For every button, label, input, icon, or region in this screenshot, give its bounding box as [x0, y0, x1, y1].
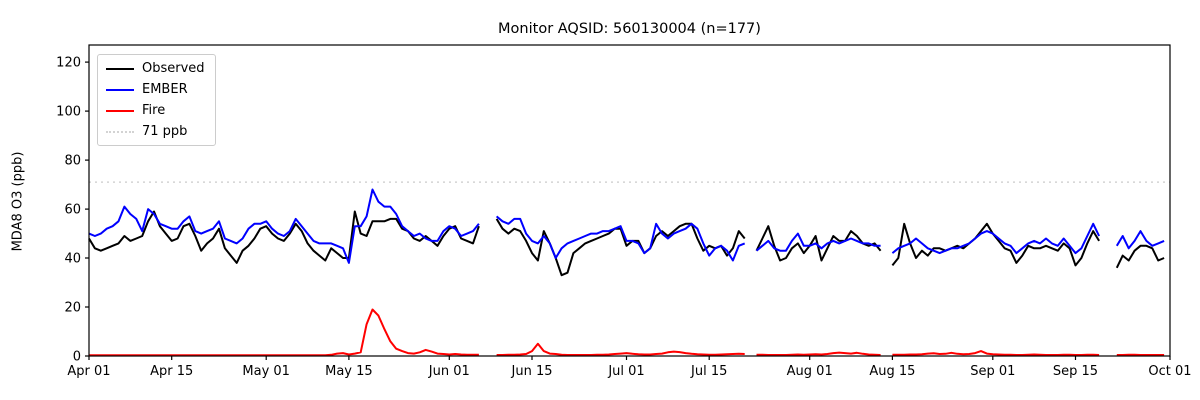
chart-title: Monitor AQSID: 560130004 (n=177) [498, 21, 761, 37]
x-tick-label: May 01 [242, 364, 290, 379]
x-tick-label: Jun 01 [428, 364, 470, 379]
legend-swatch-fire [106, 109, 134, 112]
plot-frame [88, 44, 1171, 357]
legend-label: EMBER [142, 82, 188, 97]
y-tick-label: 100 [56, 105, 81, 120]
series-fire-line [89, 308, 1165, 357]
x-tick-label: Oct 01 [1148, 364, 1191, 379]
series-ember-line [88, 188, 1165, 264]
x-tick-label: Apr 01 [67, 364, 110, 379]
y-tick-label: 120 [56, 56, 81, 71]
legend-label: Fire [142, 103, 166, 118]
x-tick-label: Sep 01 [970, 364, 1015, 379]
y-tick-label: 60 [64, 203, 81, 218]
legend-item: 71 ppb [106, 123, 205, 140]
y-tick-label: 20 [64, 301, 81, 316]
legend: Observed EMBER Fire 71 ppb [97, 54, 216, 146]
y-tick-label: 40 [64, 252, 81, 267]
series-observed-line [88, 210, 1165, 277]
legend-swatch-ember [106, 88, 134, 91]
legend-label: 71 ppb [142, 124, 188, 139]
legend-item: EMBER [106, 81, 205, 98]
legend-swatch-observed [106, 67, 134, 70]
y-tick-label: 80 [64, 154, 81, 169]
legend-label: Observed [142, 61, 205, 76]
legend-item: Fire [106, 102, 205, 119]
x-tick-label: May 15 [325, 364, 373, 379]
x-tick-label: Jun 15 [511, 364, 553, 379]
legend-swatch-71-ppb [106, 130, 134, 133]
legend-item: Observed [106, 60, 205, 77]
x-tick-label: Aug 15 [869, 364, 915, 379]
x-tick-label: Jul 01 [607, 364, 644, 379]
x-tick-label: Apr 15 [150, 364, 193, 379]
x-tick-label: Aug 01 [787, 364, 833, 379]
x-tick-label: Sep 15 [1053, 364, 1098, 379]
x-tick-label: Jul 15 [690, 364, 727, 379]
y-tick-label: 0 [73, 350, 81, 365]
